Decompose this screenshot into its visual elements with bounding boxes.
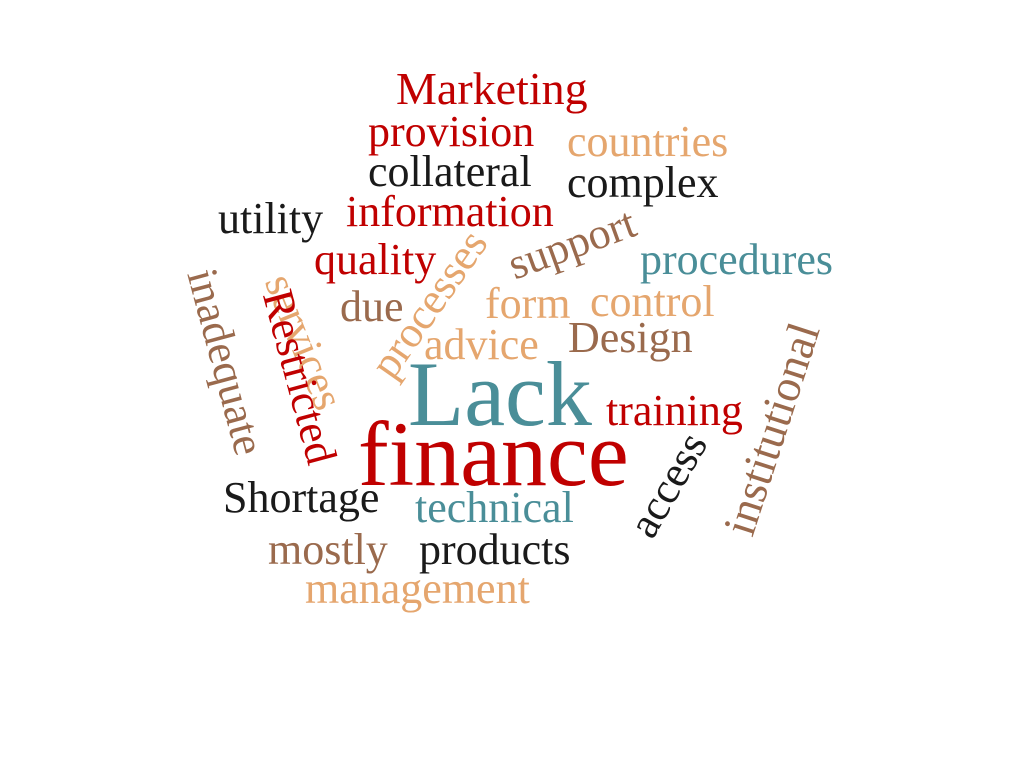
word-shortage: Shortage — [223, 473, 380, 522]
word-design: Design — [568, 313, 693, 362]
word-management: management — [305, 564, 530, 613]
word-control: control — [590, 277, 715, 326]
word-procedures: procedures — [640, 235, 834, 284]
word-access: access — [618, 423, 718, 546]
word-form: form — [485, 279, 571, 328]
word-finance: finance — [358, 403, 629, 505]
word-due: due — [340, 282, 404, 331]
word-technical: technical — [415, 483, 574, 532]
word-complex: complex — [567, 158, 719, 207]
word-quality: quality — [314, 235, 437, 284]
word-countries: countries — [567, 117, 729, 166]
word-mostly: mostly — [268, 525, 388, 574]
word-utility: utility — [218, 194, 324, 243]
word-provision: provision — [368, 107, 535, 156]
word-collateral: collateral — [368, 147, 532, 196]
word-lack: Lack — [408, 343, 592, 445]
word-advice: advice — [424, 320, 539, 369]
word-products: products — [419, 525, 571, 574]
word-training: training — [606, 386, 743, 435]
word-marketing: Marketing — [396, 63, 588, 114]
word-information: information — [346, 187, 554, 236]
